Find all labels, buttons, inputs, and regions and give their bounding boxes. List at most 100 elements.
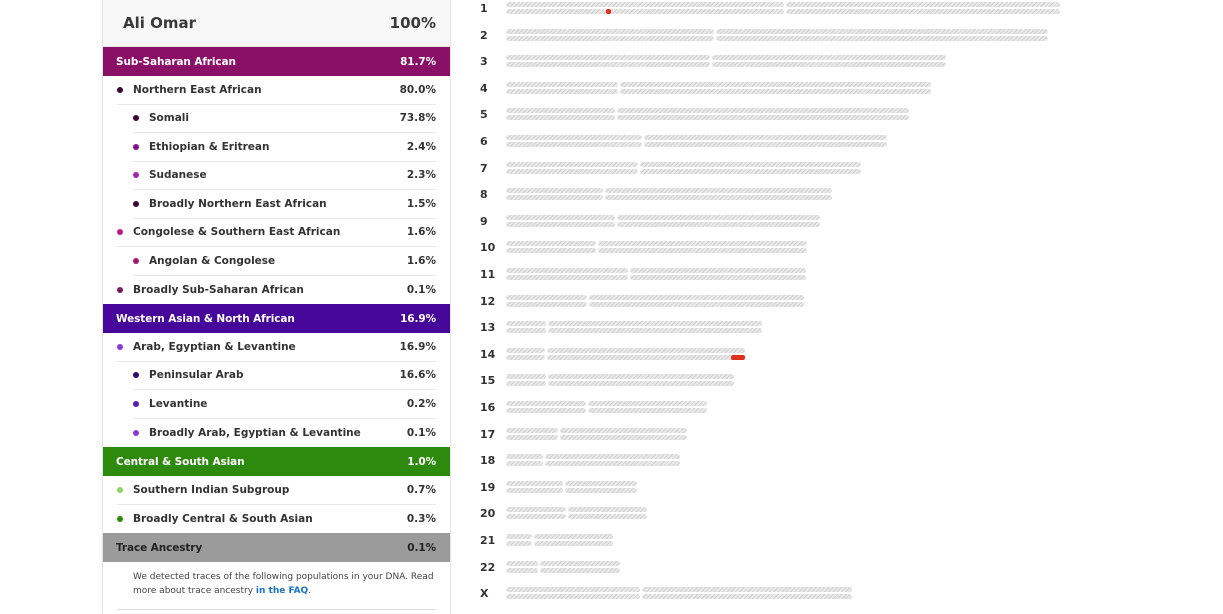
chromosome-7-strand-1-q-arm[interactable] bbox=[639, 161, 861, 167]
chromosome-15-strand-1-q-arm[interactable] bbox=[548, 374, 734, 380]
chromosome-13-strand-1-q-arm[interactable] bbox=[547, 321, 762, 327]
chromosome-4-strand-1-p-arm[interactable] bbox=[506, 81, 618, 87]
chromosome-20-strand-1-q-arm[interactable] bbox=[567, 507, 647, 513]
chromosome-12-strand-1-p-arm[interactable] bbox=[506, 294, 587, 300]
chromosome-21-strand-1-p-arm[interactable] bbox=[506, 534, 532, 539]
chromosome-1-strand-2-p-arm[interactable] bbox=[506, 9, 784, 14]
chromosome-10-strand-1-p-arm[interactable] bbox=[506, 241, 596, 247]
region-sub-saharan-african[interactable]: Sub-Saharan African 81.7% bbox=[103, 47, 450, 76]
chromosome-11-strand-2-q-arm[interactable] bbox=[629, 275, 807, 280]
chromosome-15-strand-2-p-arm[interactable] bbox=[506, 381, 547, 387]
chromosome-15-strand-2-q-arm[interactable] bbox=[548, 381, 734, 387]
chromosome-3-strand-1-p-arm[interactable] bbox=[506, 55, 710, 61]
population-ethiopian-eritrean[interactable]: Ethiopian & Eritrean 2.4% bbox=[133, 133, 436, 162]
chromosome-10-strand-2-q-arm[interactable] bbox=[597, 248, 808, 254]
chromosome-5-strand-1-p-arm[interactable] bbox=[506, 108, 615, 114]
chromosome-3-strand-2-p-arm[interactable] bbox=[506, 62, 710, 68]
chromosome-16-strand-2-p-arm[interactable] bbox=[506, 408, 587, 413]
chromosome-17-strand-1-q-arm[interactable] bbox=[559, 427, 688, 433]
chromosome-8-strand-1-q-arm[interactable] bbox=[604, 188, 832, 194]
chromosome-22-strand-2-p-arm[interactable] bbox=[506, 567, 539, 573]
chromosome-x-strand-2-q-arm[interactable] bbox=[642, 594, 853, 600]
chromosome-21-strand-1-q-arm[interactable] bbox=[533, 534, 613, 539]
chromosome-22-strand-1-q-arm[interactable] bbox=[540, 560, 620, 566]
chromosome-19-strand-1-q-arm[interactable] bbox=[565, 480, 638, 486]
population-northern-east-african[interactable]: Northern East African 80.0% bbox=[117, 76, 436, 105]
chromosome-2-strand-1-p-arm[interactable] bbox=[506, 28, 714, 34]
chromosome-9-strand-2-q-arm[interactable] bbox=[616, 221, 820, 227]
chromosome-13-strand-1-p-arm[interactable] bbox=[506, 321, 546, 327]
chromosome-14-strand-2-q-arm[interactable] bbox=[547, 354, 746, 360]
chromosome-3-strand-1-q-arm[interactable] bbox=[711, 55, 947, 61]
chromosome-19-strand-2-q-arm[interactable] bbox=[565, 487, 638, 493]
chromosome-6-strand-2-q-arm[interactable] bbox=[644, 142, 887, 147]
chromosome-5-strand-1-q-arm[interactable] bbox=[616, 108, 909, 114]
chromosome-6-strand-1-q-arm[interactable] bbox=[644, 135, 887, 140]
chromosome-18-strand-1-p-arm[interactable] bbox=[506, 454, 543, 460]
population-southern-indian-subgroup[interactable]: Southern Indian Subgroup 0.7% bbox=[117, 476, 436, 505]
chromosome-12-strand-2-q-arm[interactable] bbox=[588, 301, 805, 307]
faq-link[interactable]: in the FAQ bbox=[255, 586, 309, 596]
population-broadly-northern-east-african[interactable]: Broadly Northern East African 1.5% bbox=[133, 190, 436, 219]
chromosome-5-strand-2-q-arm[interactable] bbox=[616, 115, 909, 121]
population-peninsular-arab[interactable]: Peninsular Arab 16.6% bbox=[133, 362, 436, 390]
chromosome-9-strand-1-p-arm[interactable] bbox=[506, 214, 615, 220]
chromosome-9-strand-2-p-arm[interactable] bbox=[506, 221, 615, 227]
chromosome-14-strand-1-p-arm[interactable] bbox=[506, 347, 546, 353]
chromosome-19-strand-2-p-arm[interactable] bbox=[506, 487, 564, 493]
chromosome-2-strand-2-p-arm[interactable] bbox=[506, 35, 714, 41]
chromosome-17-strand-2-p-arm[interactable] bbox=[506, 434, 558, 440]
chromosome-1-ancestry-segment-1[interactable] bbox=[605, 9, 612, 14]
chromosome-8-strand-2-q-arm[interactable] bbox=[604, 195, 832, 201]
chromosome-11-strand-1-q-arm[interactable] bbox=[629, 268, 807, 273]
region-central-south-asian[interactable]: Central & South Asian 1.0% bbox=[103, 447, 450, 476]
chromosome-16-strand-1-p-arm[interactable] bbox=[506, 401, 587, 406]
chromosome-x-strand-2-p-arm[interactable] bbox=[506, 594, 641, 600]
chromosome-11-strand-2-p-arm[interactable] bbox=[506, 275, 628, 280]
chromosome-13-strand-2-p-arm[interactable] bbox=[506, 328, 546, 334]
chromosome-3-strand-2-q-arm[interactable] bbox=[711, 62, 947, 68]
chromosome-18-strand-1-q-arm[interactable] bbox=[544, 454, 680, 460]
population-sudanese[interactable]: Sudanese 2.3% bbox=[133, 162, 436, 190]
chromosome-1-strand-1-p-arm[interactable] bbox=[506, 2, 784, 7]
chromosome-4-strand-2-p-arm[interactable] bbox=[506, 88, 618, 94]
chromosome-18-strand-2-p-arm[interactable] bbox=[506, 461, 543, 467]
chromosome-7-strand-2-p-arm[interactable] bbox=[506, 168, 638, 174]
chromosome-4-strand-2-q-arm[interactable] bbox=[619, 88, 932, 94]
chromosome-17-strand-1-p-arm[interactable] bbox=[506, 427, 558, 433]
chromosome-1-strand-1-q-arm[interactable] bbox=[785, 2, 1060, 7]
chromosome-19-strand-1-p-arm[interactable] bbox=[506, 480, 564, 486]
chromosome-14-ancestry-segment-1[interactable] bbox=[730, 354, 746, 360]
chromosome-8-strand-1-p-arm[interactable] bbox=[506, 188, 603, 194]
chromosome-10-strand-1-q-arm[interactable] bbox=[597, 241, 808, 247]
population-levantine[interactable]: Levantine 0.2% bbox=[133, 390, 436, 419]
chromosome-10-strand-2-p-arm[interactable] bbox=[506, 248, 596, 254]
region-western-asian-north-african[interactable]: Western Asian & North African 16.9% bbox=[103, 304, 450, 333]
region-trace-ancestry[interactable]: Trace Ancestry 0.1% bbox=[103, 533, 450, 562]
chromosome-22-strand-1-p-arm[interactable] bbox=[506, 560, 539, 566]
chromosome-12-strand-1-q-arm[interactable] bbox=[588, 294, 805, 300]
chromosome-13-strand-2-q-arm[interactable] bbox=[547, 328, 762, 334]
chromosome-20-strand-1-p-arm[interactable] bbox=[506, 507, 566, 513]
chromosome-21-strand-2-q-arm[interactable] bbox=[533, 541, 613, 546]
chromosome-16-strand-2-q-arm[interactable] bbox=[588, 408, 708, 413]
chromosome-12-strand-2-p-arm[interactable] bbox=[506, 301, 587, 307]
chromosome-21-strand-2-p-arm[interactable] bbox=[506, 541, 532, 546]
chromosome-8-strand-2-p-arm[interactable] bbox=[506, 195, 603, 201]
chromosome-22-strand-2-q-arm[interactable] bbox=[540, 567, 620, 573]
chromosome-2-strand-1-q-arm[interactable] bbox=[715, 28, 1048, 34]
chromosome-2-strand-2-q-arm[interactable] bbox=[715, 35, 1048, 41]
chromosome-17-strand-2-q-arm[interactable] bbox=[559, 434, 688, 440]
population-broadly-sub-saharan-african[interactable]: Broadly Sub-Saharan African 0.1% bbox=[117, 276, 436, 305]
population-angolan-congolese[interactable]: Angolan & Congolese 1.6% bbox=[133, 247, 436, 276]
chromosome-7-strand-1-p-arm[interactable] bbox=[506, 161, 638, 167]
chromosome-14-strand-2-p-arm[interactable] bbox=[506, 354, 546, 360]
chromosome-1-strand-2-q-arm[interactable] bbox=[785, 9, 1060, 14]
population-broadly-central-south-asian[interactable]: Broadly Central & South Asian 0.3% bbox=[117, 505, 436, 534]
chromosome-14-strand-1-q-arm[interactable] bbox=[547, 347, 746, 353]
chromosome-18-strand-2-q-arm[interactable] bbox=[544, 461, 680, 467]
chromosome-6-strand-1-p-arm[interactable] bbox=[506, 135, 642, 140]
population-congolese-southern-east-african[interactable]: Congolese & Southern East African 1.6% bbox=[117, 219, 436, 247]
chromosome-20-strand-2-q-arm[interactable] bbox=[567, 514, 647, 520]
population-arab-egyptian-levantine[interactable]: Arab, Egyptian & Levantine 16.9% bbox=[117, 333, 436, 362]
